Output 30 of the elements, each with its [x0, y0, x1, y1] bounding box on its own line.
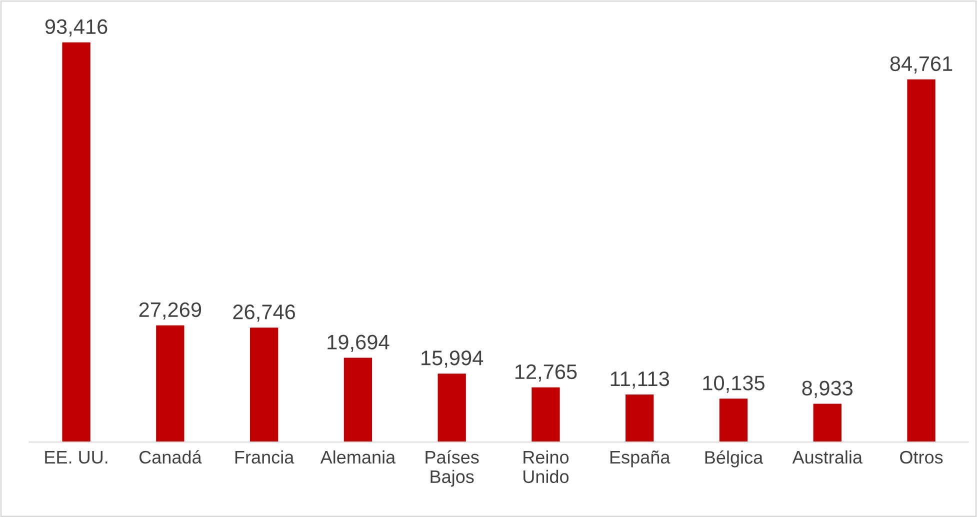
- data-label: 27,269: [139, 302, 202, 320]
- x-tick-label: Alemania: [320, 450, 396, 464]
- data-label: 10,135: [703, 376, 764, 393]
- bar: [813, 404, 842, 442]
- bar: [344, 358, 372, 442]
- x-tick-label: Canadá: [139, 450, 202, 464]
- x-tick-label: Francia: [235, 450, 294, 464]
- bar: [156, 325, 184, 442]
- x-tick-label: Bélgica: [705, 450, 764, 468]
- bar: [907, 79, 936, 442]
- x-tick-label: Países Bajos: [426, 450, 479, 487]
- x-tick-label: Australia: [792, 450, 863, 464]
- bar: [626, 394, 654, 442]
- bar: [62, 42, 90, 442]
- bar: [532, 387, 560, 442]
- x-tick-label: EE. UU.: [45, 451, 108, 464]
- data-label: 15,994: [422, 350, 484, 368]
- bar: [438, 374, 466, 442]
- data-label: 12,765: [515, 364, 577, 382]
- x-tick-label: Reino Unido: [524, 450, 569, 484]
- x-tick-label: Otros: [900, 450, 943, 464]
- data-label: 8,933: [802, 380, 853, 398]
- data-label: 19,694: [328, 334, 390, 352]
- data-label: 26,746: [233, 304, 296, 322]
- data-label: 93,416: [45, 19, 108, 36]
- data-label: 11,113: [610, 371, 670, 389]
- bar: [250, 328, 278, 442]
- bar: [719, 398, 748, 442]
- data-label: 84,761: [890, 56, 952, 74]
- x-tick-label: España: [610, 450, 670, 468]
